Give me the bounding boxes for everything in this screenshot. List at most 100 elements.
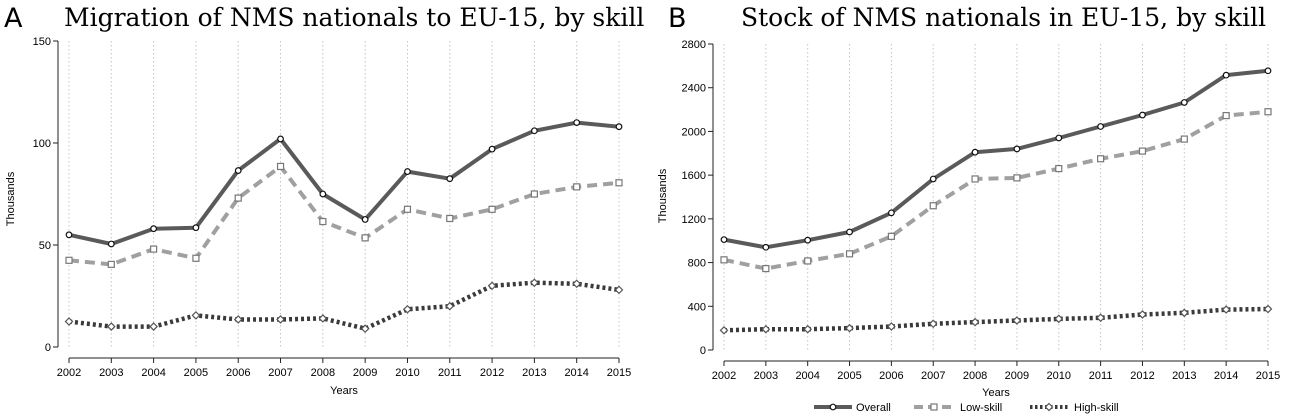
- point-a-high-skill-2007: [276, 315, 285, 324]
- point-a-overall-2012: [488, 145, 496, 153]
- point-b-high-skill-2009: [1012, 316, 1022, 325]
- point-a-overall-2015: [615, 123, 623, 131]
- point-a-overall-2007: [277, 135, 284, 143]
- point-b-overall-2014: [1222, 71, 1230, 79]
- point-a-low-skill-2013: [530, 190, 538, 198]
- x-tick-label-a-2011: 2011: [438, 367, 462, 379]
- y-tick-label-a-100: 100: [33, 138, 51, 150]
- point-a-overall-2002: [65, 231, 73, 239]
- series-line-a-low-skill: [68, 164, 620, 267]
- x-tick-label-b-2015: 2015: [1256, 370, 1280, 382]
- panel-letter-a: A: [4, 3, 23, 34]
- point-b-high-skill-2013: [1179, 308, 1189, 318]
- point-b-overall-2011: [1097, 123, 1105, 130]
- point-b-high-skill-2004: [803, 324, 813, 334]
- y-tick-label-a-0: 0: [45, 342, 51, 354]
- point-a-low-skill-2004: [150, 245, 158, 253]
- point-a-high-skill-2010: [403, 304, 412, 314]
- point-a-overall-2008: [319, 190, 327, 198]
- x-tick-label-b-2013: 2013: [1172, 370, 1196, 382]
- point-a-overall-2006: [234, 167, 242, 174]
- legend-item-low-skill: Low-skill: [914, 402, 1002, 414]
- point-a-high-skill-2015: [614, 285, 624, 295]
- point-b-low-skill-2011: [1097, 155, 1105, 163]
- y-tick-label-b-2400: 2400: [682, 83, 706, 95]
- point-a-low-skill-2006: [234, 194, 242, 202]
- chart-a-ylabel: Thousands: [5, 171, 17, 226]
- x-tick-label-b-2009: 2009: [1005, 370, 1029, 382]
- y-tick-label-a-50: 50: [39, 240, 51, 252]
- x-tick-label-b-2005: 2005: [837, 370, 861, 382]
- x-tick-label-b-2014: 2014: [1214, 370, 1238, 382]
- point-a-overall-2003: [107, 240, 115, 248]
- x-tick-label-a-2007: 2007: [268, 367, 292, 379]
- point-b-overall-2006: [887, 209, 895, 217]
- point-b-high-skill-2012: [1138, 310, 1147, 319]
- point-a-low-skill-2005: [192, 254, 200, 262]
- point-b-high-skill-2003: [761, 324, 771, 334]
- y-tick-label-a-150: 150: [33, 36, 51, 48]
- point-b-low-skill-2009: [1013, 174, 1021, 182]
- point-b-overall-2010: [1055, 134, 1063, 142]
- x-tick-label-b-2011: 2011: [1089, 370, 1113, 382]
- point-a-high-skill-2006: [233, 315, 243, 324]
- point-b-low-skill-2007: [929, 202, 937, 210]
- point-a-high-skill-2004: [149, 322, 158, 331]
- legend-label-low-skill: Low-skill: [960, 402, 1002, 414]
- x-tick-label-b-2007: 2007: [921, 370, 945, 382]
- point-b-overall-2012: [1139, 111, 1146, 119]
- x-tick-label-b-2012: 2012: [1130, 370, 1154, 382]
- legend-item-overall: Overall: [814, 402, 891, 414]
- legend: Overall Low-skill High-skill: [814, 402, 1119, 414]
- point-a-overall-2010: [404, 168, 411, 175]
- series-line-b-overall: [723, 68, 1269, 250]
- point-a-overall-2005: [192, 224, 200, 232]
- x-tick-label-a-2008: 2008: [311, 367, 335, 379]
- point-a-overall-2009: [361, 216, 369, 223]
- point-b-high-skill-2006: [887, 322, 896, 331]
- point-b-low-skill-2010: [1055, 164, 1063, 173]
- point-a-low-skill-2009: [361, 234, 369, 242]
- point-b-overall-2008: [971, 148, 979, 156]
- point-b-overall-2009: [1013, 145, 1021, 153]
- point-a-high-skill-2003: [106, 322, 116, 331]
- y-tick-label-b-1600: 1600: [682, 170, 706, 182]
- point-a-low-skill-2003: [107, 260, 115, 268]
- point-a-high-skill-2005: [191, 311, 201, 320]
- x-tick-label-b-2003: 2003: [754, 370, 778, 382]
- y-tick-label-b-2800: 2800: [682, 39, 706, 51]
- legend-marker-overall: [829, 403, 837, 411]
- x-tick-label-b-2008: 2008: [963, 370, 987, 382]
- series-line-b-low-skill: [723, 109, 1269, 271]
- point-a-high-skill-2008: [318, 314, 328, 323]
- point-a-low-skill-2008: [319, 217, 327, 226]
- point-a-high-skill-2014: [572, 279, 582, 289]
- point-b-low-skill-2008: [971, 175, 979, 183]
- x-tick-label-a-2014: 2014: [564, 367, 588, 379]
- point-b-low-skill-2013: [1180, 135, 1188, 143]
- point-a-high-skill-2013: [530, 278, 539, 288]
- chart-b-xlabel: Years: [982, 387, 1010, 399]
- y-tick-label-b-1200: 1200: [682, 214, 706, 226]
- point-b-high-skill-2011: [1096, 313, 1105, 323]
- x-tick-label-a-2009: 2009: [353, 367, 377, 379]
- series-line-b-high-skill: [723, 306, 1269, 333]
- chart-b-title: Stock of NMS nationals in EU-15, by skil…: [741, 3, 1266, 32]
- x-tick-label-a-2012: 2012: [480, 367, 504, 379]
- series-line-a-high-skill: [68, 280, 620, 331]
- legend-label-high-skill: High-skill: [1074, 402, 1119, 414]
- point-a-low-skill-2014: [573, 183, 581, 191]
- x-tick-label-a-2005: 2005: [184, 367, 208, 379]
- point-a-low-skill-2012: [488, 205, 496, 213]
- point-b-low-skill-2012: [1138, 147, 1147, 155]
- point-b-high-skill-2010: [1054, 314, 1064, 324]
- point-b-overall-2015: [1264, 67, 1272, 75]
- point-a-high-skill-2011: [445, 301, 455, 311]
- point-b-low-skill-2004: [804, 257, 812, 265]
- panel-letter-b: B: [668, 3, 687, 34]
- point-b-low-skill-2003: [762, 264, 770, 273]
- point-a-low-skill-2007: [276, 162, 285, 171]
- x-tick-label-a-2006: 2006: [226, 367, 250, 379]
- point-a-low-skill-2002: [65, 256, 73, 264]
